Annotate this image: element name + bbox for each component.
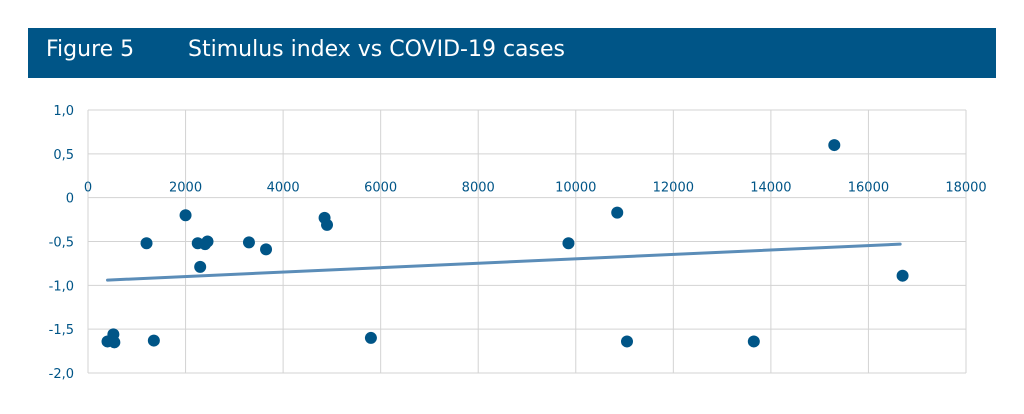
x-tick-label: 6000 — [364, 181, 397, 196]
y-tick-label: -2,0 — [49, 367, 74, 382]
x-tick-label: 10000 — [555, 181, 596, 196]
x-tick-label: 14000 — [750, 181, 791, 196]
y-tick-label: -0,5 — [49, 236, 74, 251]
x-tick-label: 4000 — [267, 181, 300, 196]
x-axis-ticks: 0 2000 4000 6000 8000 10000 12000 14000 16000 180… — [84, 181, 987, 196]
data-points — [101, 139, 909, 349]
data-point — [147, 334, 160, 347]
x-tick-label: 12000 — [653, 181, 694, 196]
figure-title: Stimulus index vs COVID-19 cases — [188, 37, 565, 62]
data-point — [620, 335, 633, 348]
data-point — [562, 237, 575, 250]
trendline-group — [106, 242, 902, 282]
data-point — [194, 260, 207, 273]
data-point — [611, 206, 624, 219]
data-point — [140, 237, 153, 250]
data-point — [747, 335, 760, 348]
trendline — [106, 242, 902, 282]
x-tick-label: 18000 — [945, 181, 986, 196]
data-point — [321, 218, 334, 231]
data-point — [201, 235, 214, 248]
y-axis-ticks: 1,0 0,5 0 -0,5 -1,0 -1,5 -2,0 — [49, 104, 74, 382]
y-tick-label: 0,5 — [53, 148, 74, 163]
y-tick-label: 0 — [66, 192, 74, 207]
x-tick-label: 2000 — [169, 181, 202, 196]
data-point — [260, 243, 273, 256]
x-tick-label: 0 — [84, 181, 92, 196]
data-point — [108, 336, 121, 349]
data-point — [179, 209, 192, 222]
x-tick-label: 16000 — [848, 181, 889, 196]
y-tick-label: -1,5 — [49, 323, 74, 338]
figure-header: Figure 5 Stimulus index vs COVID-19 case… — [28, 28, 996, 78]
x-tick-label: 8000 — [462, 181, 495, 196]
data-point — [364, 331, 377, 344]
data-point — [828, 139, 841, 152]
y-tick-label: 1,0 — [53, 104, 74, 119]
y-tick-label: -1,0 — [49, 279, 74, 294]
data-point — [896, 269, 909, 282]
data-point — [242, 236, 255, 249]
grid-lines — [87, 109, 967, 374]
figure-label: Figure 5 — [46, 37, 135, 62]
